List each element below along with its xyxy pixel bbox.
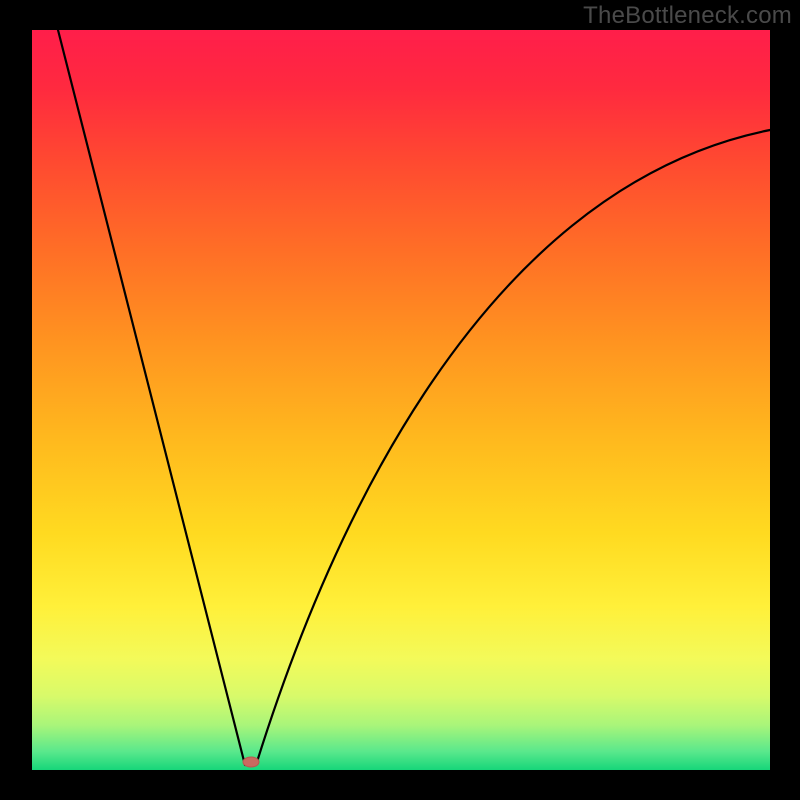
watermark-text: TheBottleneck.com — [583, 2, 792, 30]
bottleneck-curve-left — [58, 30, 245, 765]
bottleneck-curve-right — [256, 130, 770, 765]
minimum-marker — [243, 757, 259, 767]
curve-layer — [0, 0, 800, 800]
chart-container: TheBottleneck.com — [0, 0, 800, 800]
